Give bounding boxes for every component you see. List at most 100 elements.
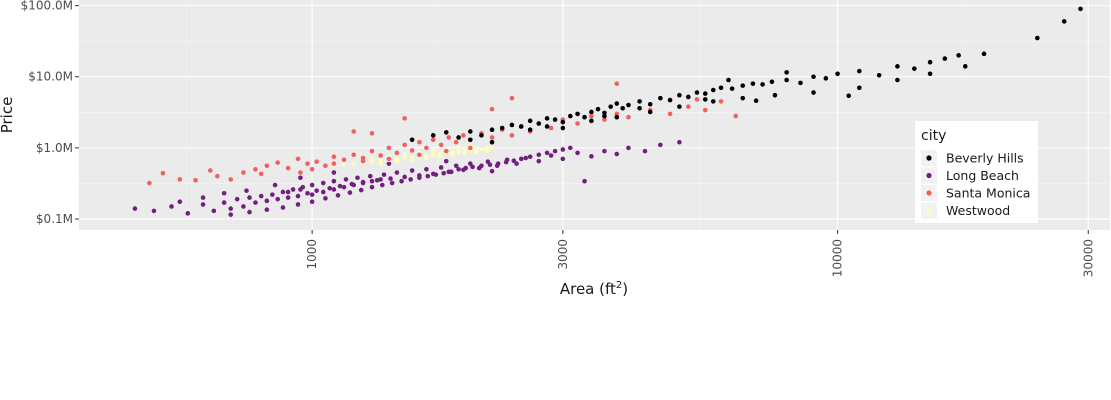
data-point [479,146,484,152]
data-point [280,205,286,210]
data-point [386,161,392,166]
legend-items: Beverly Hills Long Beach Santa Monica Westw… [921,150,1030,219]
data-point [215,173,220,179]
data-point [272,182,278,188]
y-tick-label: $10.0M [28,70,73,84]
data-point [544,124,550,129]
data-point [341,184,347,190]
data-point [369,156,375,162]
data-point [389,180,395,186]
data-point [211,208,217,214]
data-point [323,196,328,201]
data-point [582,178,587,184]
legend-key-westwood [926,207,932,214]
data-point [351,152,357,158]
data-point [337,183,343,189]
data-point [912,66,917,71]
data-point [798,80,803,86]
data-point [360,158,366,164]
data-point [473,149,479,155]
data-point [424,155,429,161]
data-point [378,177,383,182]
data-point [453,139,459,145]
data-point [548,125,554,131]
data-point [290,187,296,192]
data-point [151,208,157,214]
legend-title: city [921,128,946,144]
data-point [417,175,422,181]
x-tick-label: 10000 [831,239,845,277]
data-point [495,161,501,166]
data-point [527,154,533,160]
data-point [221,200,227,205]
data-point [536,152,542,158]
data-point [702,107,708,113]
data-point [575,150,580,156]
data-point [399,178,404,184]
data-point [1035,35,1040,41]
data-point [253,200,258,205]
data-point [552,117,558,122]
data-point [514,161,519,166]
data-point [448,169,454,175]
data-point [456,145,461,151]
data-point [264,163,270,169]
legend: city Beverly Hills Long Beach Santa Monica… [915,121,1038,223]
data-point [470,164,475,170]
data-point [769,79,775,85]
data-point [575,121,580,126]
data-point [718,85,724,91]
data-point [358,187,364,193]
data-point [270,192,275,197]
data-point [437,154,443,159]
data-point [369,131,375,136]
data-point [367,173,373,179]
data-point [489,139,495,145]
data-point [479,163,484,169]
data-point [857,68,862,74]
data-point [509,133,515,138]
data-point [402,116,407,121]
data-point [686,94,691,100]
data-point [614,81,620,86]
data-point [733,113,739,119]
data-point [463,165,468,171]
data-point [331,161,337,166]
data-point [193,177,198,183]
data-point [450,152,455,158]
data-point [772,92,778,98]
data-point [589,109,594,115]
data-point [544,116,550,121]
data-point [132,206,138,211]
data-point [408,177,413,182]
data-point [347,190,353,195]
data-point [327,186,332,191]
data-point [461,133,466,138]
data-point [811,90,816,95]
data-point [258,193,264,199]
data-point [694,90,700,95]
data-point [589,113,594,119]
data-point [1078,6,1083,12]
data-point [523,155,529,161]
data-point [341,157,347,163]
data-point [484,148,490,153]
data-point [626,145,631,151]
data-point [626,114,631,120]
data-point [241,170,246,175]
legend-label: Beverly Hills [946,151,1024,166]
data-point [895,64,900,69]
data-point [456,166,461,172]
data-point [568,113,573,119]
data-point [335,193,341,198]
data-point [295,202,301,207]
data-point [417,139,422,145]
data-point [244,188,249,193]
data-point [200,202,206,207]
data-point [453,163,459,169]
data-point [369,184,375,190]
data-point [314,188,319,193]
data-point [753,98,759,104]
data-point [446,135,452,140]
data-point [351,161,357,166]
